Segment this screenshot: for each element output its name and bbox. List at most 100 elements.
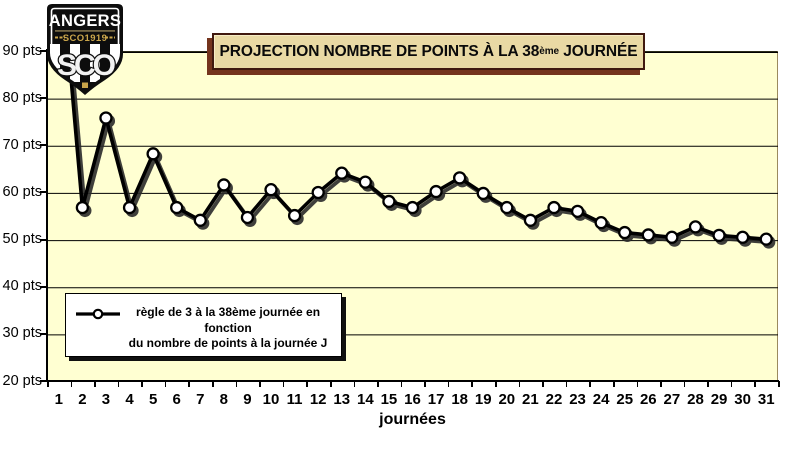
chart-title-text: PROJECTION NOMBRE DE POINTS À LA 38 (219, 42, 540, 60)
data-point-j22 (547, 200, 561, 215)
x-tick (164, 381, 167, 387)
legend-line-1: règle de 3 à la 38ème journée en fonctio… (135, 305, 321, 335)
x-tick-label: 3 (101, 391, 111, 408)
data-point-j12 (311, 185, 325, 200)
data-point-j14 (358, 175, 372, 189)
x-tick-label: 14 (356, 391, 374, 408)
y-tick-label: 50 pts (2, 231, 43, 248)
x-tick-label: 15 (380, 391, 398, 408)
data-point-j21 (523, 213, 538, 227)
x-tick (683, 381, 686, 387)
x-tick (636, 381, 639, 387)
x-tick (259, 381, 261, 387)
x-tick (235, 381, 238, 387)
x-tick-label: 30 (734, 391, 751, 408)
x-tick-label: 18 (451, 391, 468, 408)
logo-monogram: SCO (57, 49, 116, 82)
x-tick-label: 23 (569, 391, 586, 408)
data-point-j31 (759, 232, 773, 246)
x-tick (306, 381, 308, 387)
x-tick (70, 381, 73, 387)
data-point-j16 (405, 200, 420, 215)
x-tick (94, 381, 96, 387)
x-tick-label: 7 (196, 391, 205, 408)
data-point-j15 (382, 194, 396, 209)
x-tick (589, 381, 591, 387)
x-tick-label: 25 (616, 391, 634, 408)
x-tick (424, 381, 426, 387)
x-tick (612, 381, 615, 387)
x-tick (495, 381, 497, 387)
x-tick (754, 381, 756, 387)
series-plot (47, 52, 778, 336)
x-tick (188, 381, 191, 387)
y-tick (40, 191, 47, 194)
legend: règle de 3 à la 38ème journée en fonctio… (65, 293, 342, 357)
legend-text: règle de 3 à la 38ème journée en fonctio… (121, 305, 335, 352)
legend-marker-icon (76, 308, 120, 320)
data-point-j3 (99, 111, 113, 125)
x-tick-label: 1 (54, 391, 63, 408)
logo-gold-line (55, 30, 115, 32)
x-tick-label: 4 (125, 391, 134, 408)
x-tick-label: 10 (262, 391, 280, 408)
x-tick-label: 21 (522, 391, 539, 408)
x-tick-label: 2 (78, 391, 87, 408)
x-tick-label: 26 (639, 391, 657, 408)
data-point-j25 (618, 225, 632, 240)
y-tick-label: 20 pts (2, 372, 43, 389)
series-shadow (69, 52, 776, 249)
x-tick (353, 381, 356, 387)
data-point-j29 (712, 228, 726, 243)
x-tick-label: 12 (309, 391, 327, 408)
x-tick-label: 5 (148, 391, 158, 408)
x-tick-label: 16 (404, 391, 421, 408)
y-tick (40, 97, 47, 100)
x-tick-label: 31 (757, 391, 775, 408)
chart-title-end: JOURNÉE (559, 42, 638, 60)
x-axis-line (46, 379, 779, 382)
x-tick (400, 381, 403, 387)
data-point-j20 (500, 200, 514, 215)
x-tick-label: 22 (545, 391, 563, 408)
x-tick (282, 381, 285, 387)
x-tick (447, 381, 450, 387)
data-point-j27 (665, 230, 679, 244)
x-tick (707, 381, 709, 387)
y-tick (40, 238, 47, 241)
y-tick (40, 332, 47, 335)
y-tick-label: 90 pts (2, 42, 43, 59)
x-tick-label: 11 (286, 391, 303, 408)
logo-gold-dot (82, 82, 88, 88)
data-point-j13 (335, 166, 349, 180)
y-tick-label: 80 pts (2, 89, 43, 106)
data-point-j17 (429, 184, 443, 199)
x-tick (117, 381, 120, 387)
data-point-j23 (570, 204, 585, 218)
x-tick-label: 19 (474, 391, 492, 408)
chart-title-sup: ème (539, 46, 559, 57)
x-tick (542, 381, 544, 387)
data-point-j26 (641, 228, 655, 242)
angers-sco-logo: ANGERS SCO1919 SCO (47, 4, 123, 95)
x-tick-label: 8 (219, 391, 229, 408)
y-tick-label: 60 pts (2, 183, 43, 200)
y-tick-label: 40 pts (2, 278, 43, 295)
x-tick (47, 381, 49, 387)
x-tick-label: 27 (663, 391, 681, 408)
y-tick (40, 380, 47, 382)
legend-line-2: du nombre de points à la journée J (128, 336, 328, 350)
y-tick-label: 30 pts (2, 325, 43, 342)
logo-club-name: ANGERS (49, 12, 121, 30)
x-tick-label: 17 (427, 391, 445, 408)
data-point-j6 (170, 200, 184, 215)
data-point-j24 (594, 216, 608, 230)
data-point-j11 (287, 208, 302, 223)
chart-title-box: PROJECTION NOMBRE DE POINTS À LA 38 ème J… (212, 33, 645, 70)
data-point-j7 (193, 213, 207, 227)
x-tick-label: 20 (498, 391, 516, 408)
x-tick (141, 381, 143, 387)
x-tick-label: 24 (592, 391, 610, 408)
x-tick-label: 29 (710, 391, 728, 408)
